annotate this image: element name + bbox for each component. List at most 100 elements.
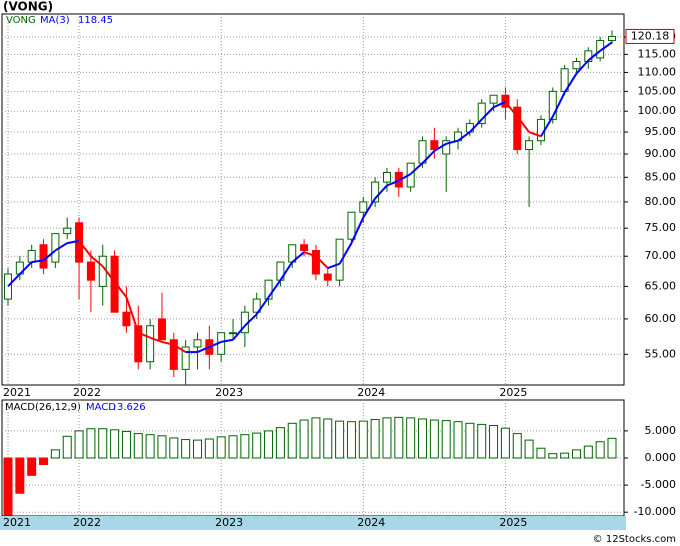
y-tick-label: 5.000 [645, 424, 677, 437]
macd-bar [39, 457, 49, 466]
x-tick-label: 2025 [499, 516, 527, 529]
candle-body [122, 311, 131, 327]
macd-bar [169, 437, 179, 459]
macd-bar [370, 419, 380, 459]
candle-body [110, 255, 119, 313]
ma-segment [232, 325, 246, 341]
candle-body [359, 201, 368, 213]
ma-segment [445, 139, 459, 145]
ma-segment [575, 59, 590, 75]
macd-bar [394, 416, 404, 459]
ma-segment [67, 239, 80, 245]
macd-bar [311, 417, 321, 459]
ma-segment [31, 259, 44, 264]
macd-bar [571, 449, 581, 459]
macd-bar [110, 429, 120, 459]
candle-body [311, 249, 320, 275]
ma-segment [19, 261, 33, 275]
macd-bar [595, 441, 605, 459]
ma-segment [208, 340, 222, 348]
macd-bar [86, 428, 96, 459]
ma-segment [291, 251, 305, 263]
footer: © 12Stocks.com [593, 534, 676, 545]
macd-bar [157, 435, 167, 459]
macd-bar [560, 452, 570, 459]
y-tick-label: 0.000 [645, 451, 677, 464]
ma-segment [303, 251, 317, 258]
macd-bar [453, 421, 463, 459]
candle-body [513, 106, 522, 151]
candle-body [181, 346, 190, 370]
last-price: 120.18 [631, 29, 670, 42]
y-tick-label: 70.00 [645, 249, 677, 262]
macd-bar [441, 420, 451, 459]
candle-body [98, 255, 107, 287]
macd-bar [204, 438, 214, 459]
x-tick-label: 2021 [3, 386, 31, 399]
ma-segment [350, 217, 365, 244]
x-tick-label: 2024 [357, 516, 385, 529]
y-tick-label: -10.000 [634, 505, 676, 518]
ma-segment [173, 343, 187, 353]
macd-bar [583, 445, 593, 459]
ma-segment [457, 131, 471, 142]
candle-body [252, 298, 261, 313]
candle-body [134, 325, 143, 363]
macd-bar [74, 430, 84, 459]
candle-body [572, 60, 581, 70]
macd-bar [181, 439, 191, 459]
y-tick-label: 65.00 [645, 279, 677, 292]
ma-segment [481, 106, 495, 121]
macd-bar [524, 439, 534, 459]
ma-segment [90, 255, 104, 267]
macd-bar [3, 457, 13, 516]
y-tick-label: -5.000 [641, 478, 676, 491]
x-tick-label: 2023 [215, 386, 243, 399]
ma-segment [540, 116, 554, 137]
macd-bar [418, 418, 428, 459]
ma-segment [516, 115, 530, 133]
macd-bar [358, 420, 368, 459]
ma-segment [101, 265, 116, 283]
x-tick-label: 2024 [357, 386, 385, 399]
y-tick-label: 55.00 [645, 347, 677, 360]
macd-bar [536, 447, 546, 459]
ma-segment [493, 101, 506, 109]
y-tick-label: 95.00 [645, 125, 677, 138]
ma-segment [563, 73, 578, 94]
ma-segment [409, 162, 424, 175]
macd-bar [145, 434, 155, 459]
x-tick-label: 2023 [215, 516, 243, 529]
macd-bar [252, 432, 262, 459]
macd-bar [275, 427, 285, 459]
ma-segment [197, 346, 210, 354]
candle-body [63, 227, 72, 235]
macd-bar [62, 435, 72, 459]
date-band [0, 516, 626, 530]
ma-segment [267, 279, 282, 298]
ma-segment [433, 142, 447, 152]
candle-body [525, 140, 534, 151]
y-tick-label: 110.00 [638, 65, 677, 78]
chart-title: (VONG) [3, 0, 53, 14]
candle-body [477, 102, 486, 125]
ma-segment [161, 340, 175, 346]
macd-title: MACD(26,12,9) [5, 402, 81, 413]
candle-body [4, 273, 12, 300]
price-panel [1, 13, 625, 386]
y-tick-label: 90.00 [645, 147, 677, 160]
ma-segment [327, 262, 340, 269]
candle-body [193, 339, 202, 348]
candle-body [300, 244, 309, 251]
ma-segment [504, 101, 519, 118]
y-tick-label: 85.00 [645, 170, 677, 183]
ma-segment [386, 179, 400, 187]
macd-bar [335, 420, 345, 459]
macd-bar [27, 457, 37, 476]
macd-bar [98, 428, 108, 459]
candle-body [371, 181, 380, 203]
candle-body [442, 140, 451, 155]
ma-segment [398, 173, 412, 182]
x-tick-label: 2022 [73, 516, 101, 529]
